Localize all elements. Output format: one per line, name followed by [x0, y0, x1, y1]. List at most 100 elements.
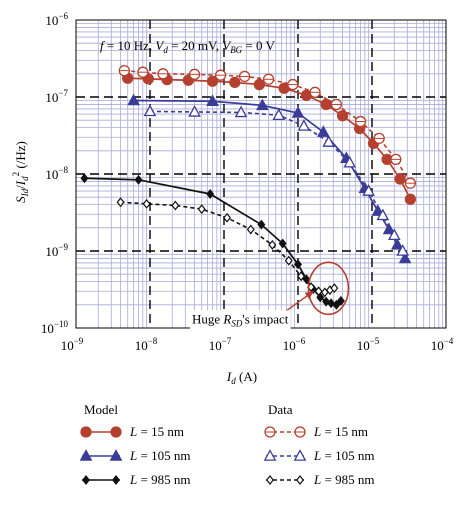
- data-point: [188, 105, 201, 117]
- legend-data-item: L = 15 nm: [262, 424, 368, 440]
- annotation-label-group: Huge RSD's impact: [190, 310, 291, 330]
- data-point: [387, 228, 401, 241]
- legend-model-title: Model: [84, 402, 118, 417]
- data-point: [317, 125, 330, 137]
- legend-model-item: L = 15 nm: [78, 424, 184, 440]
- data-point: [197, 204, 206, 215]
- legend-data-swatch: [264, 426, 306, 438]
- legend-model-item: L = 985 nm: [78, 472, 190, 488]
- y-tick-label: 10−10: [41, 319, 69, 336]
- data-point: [398, 251, 412, 264]
- data-point: [396, 244, 410, 256]
- data-point: [284, 255, 293, 266]
- legend-model-swatch: [79, 449, 123, 461]
- data-point: [278, 238, 287, 249]
- data-point: [253, 78, 265, 91]
- legend-swatch-marker: [296, 475, 304, 485]
- data-point: [206, 75, 219, 87]
- series-data-3: [118, 64, 417, 189]
- tick-labels: 10−9 10−8 10−7 10−6 10−5 10−410−1010−910−810−…: [41, 11, 454, 353]
- annotation-label: Huge RSD's impact: [192, 311, 289, 328]
- data-point: [336, 295, 345, 306]
- annotation-arrowhead: [304, 291, 314, 300]
- legend-model-label: L = 15 nm: [130, 424, 184, 439]
- legend-data-label: L = 985 nm: [314, 472, 375, 487]
- legend-swatch-marker: [266, 475, 274, 485]
- data-point: [268, 239, 277, 250]
- annotation-ellipse: [307, 261, 350, 316]
- data-point: [257, 219, 266, 230]
- legend-swatch-marker: [293, 449, 307, 461]
- legend-model-label: L = 105 nm: [130, 448, 191, 463]
- data-point: [330, 283, 339, 294]
- series-line: [127, 77, 412, 200]
- chart: 10−9 10−8 10−7 10−6 10−5 10−410−1010−910−810−…: [11, 11, 454, 386]
- data-point: [362, 184, 375, 196]
- x-tick-label: 10−6: [283, 336, 306, 353]
- series-data-5: [116, 197, 339, 298]
- data-point: [246, 224, 255, 235]
- data-point: [143, 104, 157, 117]
- series-data-4: [143, 104, 410, 256]
- legend-data-swatch: [266, 475, 304, 485]
- data-point: [206, 189, 215, 199]
- data-point: [327, 298, 336, 309]
- data-point: [116, 197, 125, 208]
- legend-model-swatch: [80, 426, 122, 438]
- y-axis-label: SId/Id2 (/Hz): [11, 141, 30, 203]
- data-point: [127, 93, 140, 106]
- data-point: [336, 110, 349, 122]
- series-group: [80, 64, 417, 310]
- series-line: [124, 69, 412, 184]
- data-point: [206, 94, 219, 107]
- data-point: [294, 259, 302, 270]
- data-point: [142, 198, 151, 209]
- data-point: [320, 98, 332, 111]
- legend-swatch-marker: [80, 426, 92, 438]
- y-tick-label: 10−7: [45, 88, 68, 105]
- legend-model-label: L = 985 nm: [130, 472, 191, 487]
- legend-swatch-marker: [79, 449, 93, 461]
- data-point: [297, 271, 306, 282]
- data-point: [291, 106, 305, 118]
- data-point: [332, 299, 341, 310]
- data-point: [394, 173, 406, 185]
- data-point: [171, 200, 180, 211]
- legend-data-swatch: [263, 449, 307, 461]
- x-tick-label: 10−8: [135, 336, 158, 353]
- x-tick-label: 10−5: [357, 336, 380, 353]
- data-point: [134, 174, 143, 185]
- legend-data-title: Data: [268, 402, 293, 417]
- legend-data-label: L = 15 nm: [314, 424, 368, 439]
- data-point: [223, 212, 232, 223]
- legend-swatch-marker: [109, 449, 123, 461]
- legend-swatch-marker: [110, 426, 122, 438]
- x-tick-label: 10−9: [61, 336, 84, 353]
- x-axis-label: Id (A): [226, 369, 257, 386]
- legend-data-item: L = 985 nm: [262, 472, 374, 488]
- annotation-label-background: [190, 310, 291, 330]
- y-tick-label: 10−6: [45, 11, 68, 28]
- legend-swatch-marker: [82, 475, 90, 485]
- y-tick-label: 10−8: [45, 165, 68, 182]
- y-tick-label: 10−9: [45, 242, 68, 259]
- data-point: [229, 76, 241, 88]
- legend-data-label: L = 105 nm: [314, 448, 375, 463]
- x-tick-label: 10−7: [209, 336, 232, 353]
- data-point: [322, 135, 336, 147]
- data-point: [234, 105, 248, 118]
- data-point: [256, 98, 269, 111]
- x-tick-label: 10−4: [431, 336, 454, 353]
- data-point: [376, 208, 390, 221]
- data-point: [272, 108, 286, 120]
- legend-swatch-marker: [263, 449, 277, 461]
- legend-swatch-marker: [112, 475, 120, 485]
- data-point: [80, 173, 89, 184]
- legend-model-item: L = 105 nm: [78, 448, 190, 464]
- chart-title: f = 10 Hz, Vd = 20 mV, VBG = 0 V: [100, 38, 276, 55]
- data-point: [297, 119, 311, 131]
- data-point: [404, 193, 417, 205]
- data-point: [343, 155, 357, 168]
- data-point: [314, 286, 323, 297]
- legend-data-item: L = 105 nm: [262, 448, 374, 464]
